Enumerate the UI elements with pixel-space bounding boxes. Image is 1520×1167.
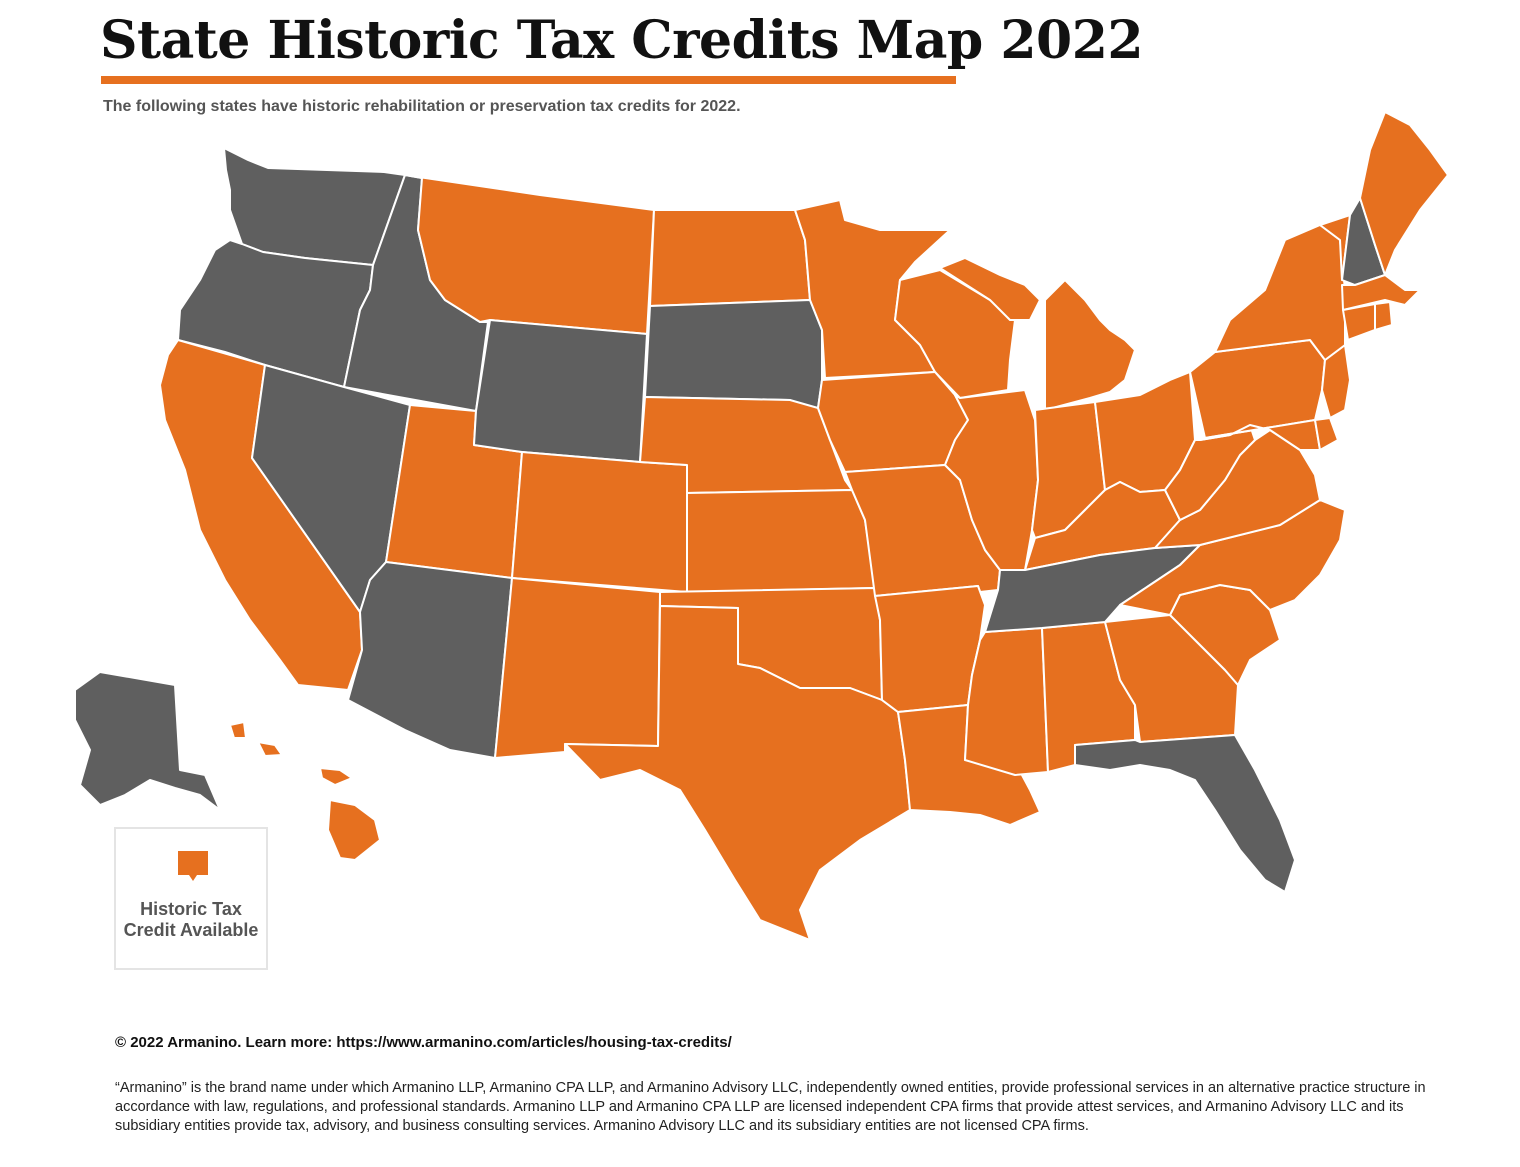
state-florida [1074,734,1296,893]
state-new-york [1214,224,1346,361]
state-montana [404,174,655,335]
legend-label: Historic Tax Credit Available [116,899,266,941]
state-colorado [511,451,688,593]
state-arkansas [874,585,986,713]
state-south-dakota [644,299,823,409]
state-west-virginia [1164,424,1256,521]
state-alaska [74,671,221,811]
state-arizona [347,561,513,759]
disclaimer-text: “Armanino” is the brand name under which… [115,1080,1426,1134]
map-subtitle: The following states have historic rehab… [103,98,741,115]
us-map [74,111,1449,941]
state-north-dakota [649,209,811,307]
legend: Historic Tax Credit Available [114,827,268,970]
state-hawaii-kauai [229,721,247,739]
legend-swatch-icon [178,851,208,881]
state-new-mexico [494,577,661,759]
map-title: State Historic Tax Credits Map 2022 [100,10,1144,71]
state-delaware [1314,417,1339,451]
state-maine [1359,111,1449,276]
state-hawaii-maui [319,767,353,786]
state-mississippi [964,627,1049,776]
state-hawaii [327,799,381,861]
legend-label-line1: Historic Tax [140,899,242,919]
state-iowa [817,371,969,473]
state-wyoming [473,319,648,463]
state-nebraska [639,396,853,494]
state-hawaii-oahu [257,741,283,757]
state-connecticut [1342,303,1376,341]
legend-label-line2: Credit Available [123,920,259,940]
state-rhode-island [1374,301,1393,331]
copyright-notice: © 2022 Armanino. Learn more: https://www… [115,1034,732,1051]
state-kansas [686,489,876,593]
state-texas [564,605,911,941]
state-michigan-upper [939,257,1041,321]
title-underline [101,76,956,84]
state-michigan [1044,279,1136,411]
